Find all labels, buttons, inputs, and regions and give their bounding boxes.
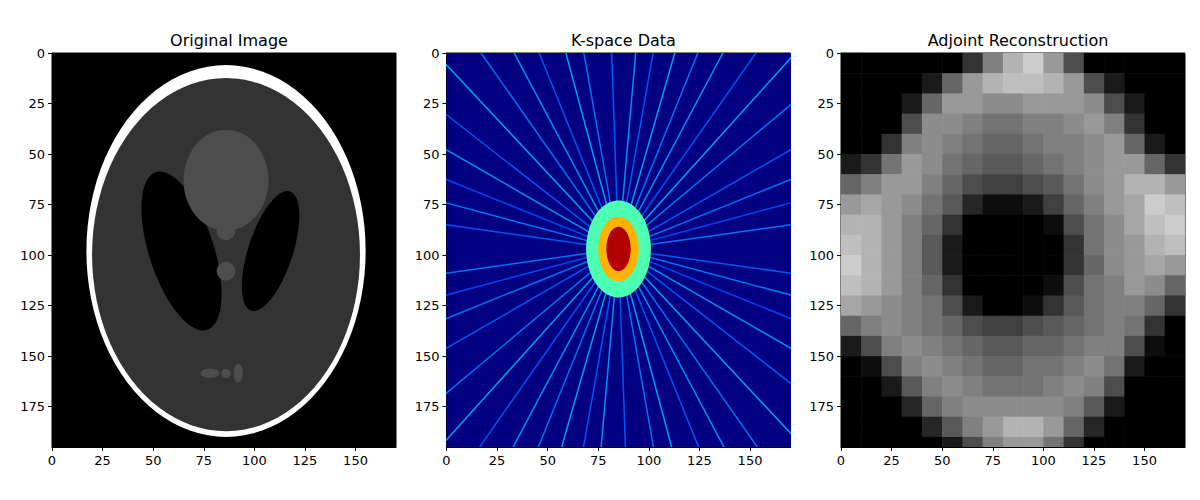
svg-text:50: 50 (28, 147, 45, 162)
svg-text:Original Image: Original Image (170, 31, 288, 50)
svg-text:125: 125 (20, 298, 45, 313)
svg-text:100: 100 (1031, 453, 1056, 468)
svg-text:175: 175 (415, 399, 440, 414)
svg-text:175: 175 (20, 399, 45, 414)
svg-text:150: 150 (809, 349, 834, 364)
svg-text:50: 50 (145, 453, 162, 468)
svg-text:150: 150 (20, 349, 45, 364)
svg-text:25: 25 (94, 453, 111, 468)
svg-text:25: 25 (423, 96, 440, 111)
svg-text:150: 150 (343, 453, 368, 468)
svg-text:75: 75 (590, 453, 607, 468)
svg-text:0: 0 (837, 453, 845, 468)
svg-text:150: 150 (415, 349, 440, 364)
svg-text:50: 50 (539, 453, 556, 468)
svg-text:100: 100 (242, 453, 267, 468)
svg-text:150: 150 (738, 453, 763, 468)
svg-text:100: 100 (636, 453, 661, 468)
svg-text:75: 75 (984, 453, 1001, 468)
svg-text:150: 150 (1132, 453, 1157, 468)
svg-text:75: 75 (423, 197, 440, 212)
svg-text:75: 75 (817, 197, 834, 212)
svg-text:100: 100 (809, 248, 834, 263)
svg-text:25: 25 (817, 96, 834, 111)
svg-text:25: 25 (489, 453, 506, 468)
svg-text:50: 50 (934, 453, 951, 468)
svg-text:0: 0 (48, 453, 56, 468)
svg-text:75: 75 (28, 197, 45, 212)
svg-text:75: 75 (195, 453, 212, 468)
svg-text:0: 0 (442, 453, 450, 468)
svg-text:125: 125 (415, 298, 440, 313)
svg-text:50: 50 (817, 147, 834, 162)
svg-text:25: 25 (28, 96, 45, 111)
svg-text:125: 125 (809, 298, 834, 313)
svg-text:K-space Data: K-space Data (571, 31, 676, 50)
svg-text:0: 0 (826, 46, 834, 61)
svg-text:Adjoint Reconstruction: Adjoint Reconstruction (928, 31, 1109, 50)
svg-text:175: 175 (809, 399, 834, 414)
svg-text:0: 0 (431, 46, 439, 61)
svg-text:25: 25 (883, 453, 900, 468)
svg-text:50: 50 (423, 147, 440, 162)
svg-text:125: 125 (687, 453, 712, 468)
svg-text:100: 100 (415, 248, 440, 263)
svg-text:100: 100 (20, 248, 45, 263)
svg-text:125: 125 (293, 453, 318, 468)
svg-text:0: 0 (37, 46, 45, 61)
svg-text:125: 125 (1082, 453, 1107, 468)
